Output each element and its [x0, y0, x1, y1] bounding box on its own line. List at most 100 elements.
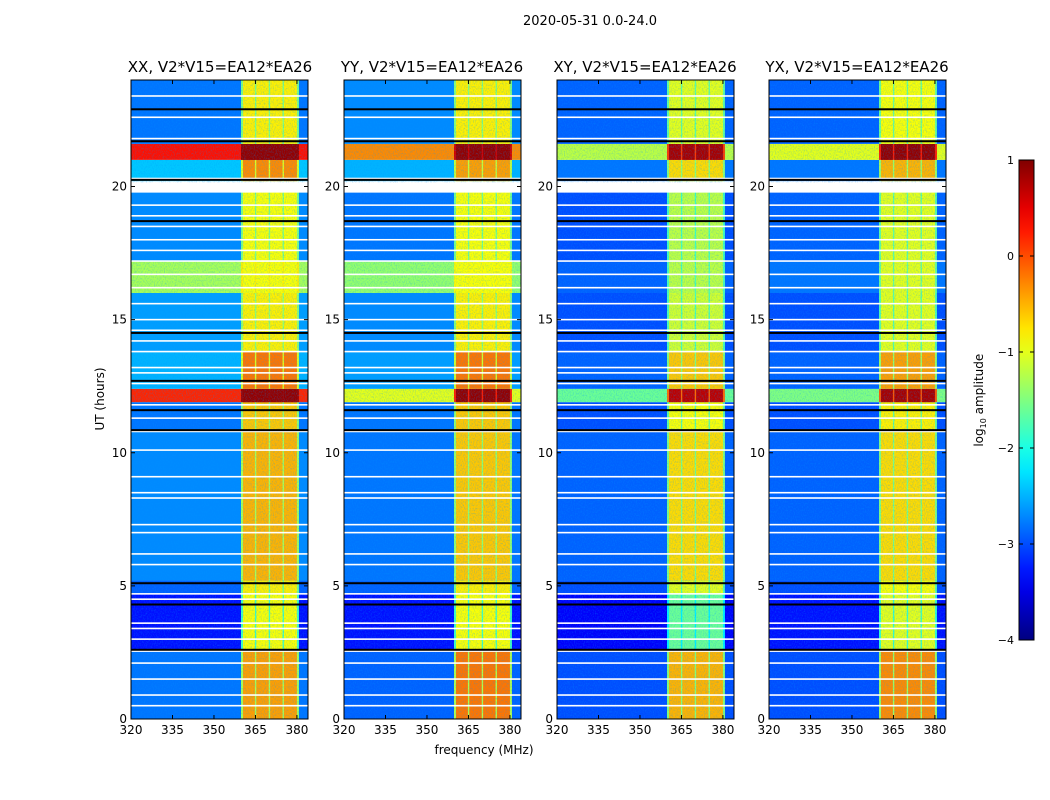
flagged-gap-line: [557, 340, 734, 342]
flagged-gap-line: [344, 704, 521, 707]
flagged-gap-line: [557, 622, 734, 624]
dark-line: [557, 429, 734, 432]
flagged-gap-line: [131, 563, 308, 566]
y-tick-label: 5: [332, 579, 340, 593]
flagged-gap-line: [131, 249, 308, 252]
dark-line: [131, 603, 308, 606]
flagged-gap-line: [557, 225, 734, 228]
flagged-gap-line: [344, 553, 521, 555]
y-tick-label: 5: [757, 579, 765, 593]
flagged-gap-line: [557, 475, 734, 478]
flagged-gap-line: [344, 404, 521, 406]
flagged-gap-line: [344, 417, 521, 419]
dark-line: [557, 140, 734, 143]
flagged-gap-line: [557, 318, 734, 321]
y-tick-label: 5: [545, 579, 553, 593]
flagged-gap-line: [769, 204, 946, 206]
colorbar-gradient: [1018, 159, 1035, 641]
flagged-gap-line: [131, 523, 308, 526]
y-tick-label: 10: [112, 446, 127, 460]
y-tick-label: 15: [538, 313, 553, 327]
flagged-gap-line: [344, 430, 521, 433]
flagged-gap-line: [131, 553, 308, 555]
flagged-gap-line: [557, 273, 734, 276]
dark-line: [131, 178, 308, 181]
dark-line: [769, 379, 946, 382]
dark-line: [557, 582, 734, 585]
flagged-gap-line: [344, 449, 521, 451]
dark-line: [557, 331, 734, 334]
flagged-gap-line: [131, 286, 308, 289]
flagged-gap-line: [769, 340, 946, 342]
flagged-gap-line: [344, 302, 521, 305]
flagged-gap-line: [769, 302, 946, 305]
flagged-gap-line: [557, 491, 734, 494]
dark-line: [344, 429, 521, 432]
flagged-gap-line: [344, 366, 521, 369]
dark-line: [769, 140, 946, 143]
flagged-gap-line: [557, 329, 734, 332]
x-tick-label: 350: [203, 723, 226, 737]
flagged-gap-line: [131, 372, 308, 374]
dark-line: [557, 108, 734, 111]
flagged-gap-line: [769, 491, 946, 494]
flagged-gap-line: [131, 704, 308, 707]
flagged-gap-line: [769, 430, 946, 433]
flagged-gap-line: [557, 137, 734, 140]
dark-line: [769, 429, 946, 432]
y-tick-label: 15: [750, 313, 765, 327]
flagged-gap-line: [769, 638, 946, 640]
flagged-gap-line: [344, 523, 521, 526]
y-tick-label: 0: [332, 712, 340, 726]
flagged-gap-line: [344, 372, 521, 374]
panel-frame: [768, 79, 947, 720]
flagged-gap-line: [769, 449, 946, 451]
colorbar: 1 0 −1 −2 −3 −4: [998, 154, 1035, 647]
flagged-gap-line: [344, 678, 521, 680]
x-tick-label: 320: [333, 723, 356, 737]
flagged-gap-line: [557, 302, 734, 305]
panel-title-yy: YY, V2*V15=EA12*EA26: [340, 58, 524, 76]
flagged-gap-line: [131, 225, 308, 228]
flagged-gap-line: [344, 340, 521, 342]
flagged-gap-block: [344, 182, 521, 192]
flagged-gap-line: [344, 214, 521, 217]
flagged-gap-line: [344, 382, 521, 385]
flagged-gap-line: [131, 638, 308, 640]
flagged-gap-line: [769, 553, 946, 555]
flagged-gap-line: [557, 678, 734, 680]
flagged-gap-line: [557, 286, 734, 289]
flagged-gap-line: [557, 430, 734, 433]
flagged-gap-line: [557, 650, 734, 652]
flagged-gap-line: [344, 531, 521, 534]
flagged-gap-line: [769, 704, 946, 707]
dark-line: [769, 603, 946, 606]
x-tick-label: 380: [498, 723, 521, 737]
flagged-gap-line: [131, 273, 308, 276]
flagged-gap-block: [131, 182, 308, 192]
colorbar-tick-label: −3: [998, 538, 1014, 551]
flagged-gap-line: [131, 340, 308, 342]
x-tick-label: 350: [416, 723, 439, 737]
dark-line: [557, 603, 734, 606]
flagged-gap-line: [557, 523, 734, 526]
flagged-gap-line: [344, 694, 521, 696]
flagged-gap-line: [344, 318, 521, 321]
x-tick-label: 365: [457, 723, 480, 737]
flagged-gap-line: [344, 563, 521, 566]
flagged-gap-line: [344, 260, 521, 262]
flagged-gap-line: [344, 638, 521, 640]
flagged-gap-line: [769, 116, 946, 119]
flagged-gap-line: [769, 622, 946, 624]
y-tick-label: 20: [325, 180, 340, 194]
dark-line: [344, 379, 521, 382]
flagged-gap-line: [557, 627, 734, 630]
flagged-gap-line: [131, 204, 308, 206]
flagged-gap-line: [131, 650, 308, 652]
panel-frame: [556, 79, 735, 720]
y-tick-label: 5: [119, 579, 127, 593]
x-tick-label: 335: [799, 723, 822, 737]
x-tick-label: 350: [841, 723, 864, 737]
flagged-gap-line: [769, 286, 946, 289]
flagged-gap-line: [131, 662, 308, 664]
